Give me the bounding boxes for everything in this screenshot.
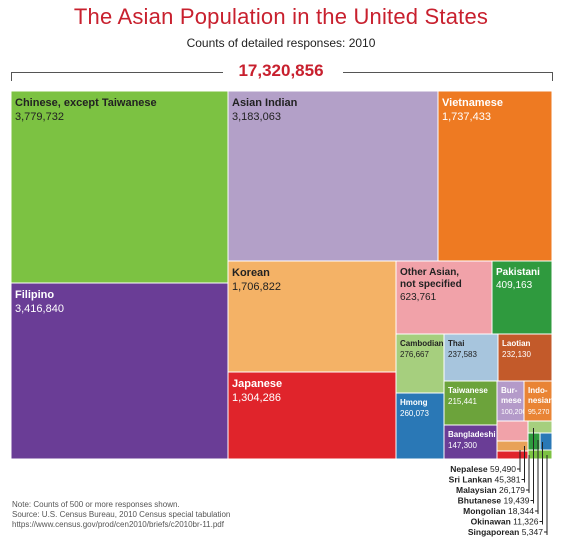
treemap-cell-singaporean bbox=[527, 449, 553, 460]
chart-notes: Note: Counts of 500 or more responses sh… bbox=[12, 500, 312, 530]
total-bracket-left-tick bbox=[11, 72, 12, 81]
treemap-cell-hmong bbox=[395, 392, 445, 460]
treemap-label-hmong: Hmong bbox=[400, 398, 428, 407]
treemap-value-asian-indian: 3,183,063 bbox=[232, 111, 281, 123]
treemap-cell-laotian bbox=[497, 333, 553, 382]
note-line: Source: U.S. Census Bureau, 2010 Census … bbox=[12, 510, 231, 519]
treemap-value-cambodian: 276,667 bbox=[400, 350, 429, 359]
callout-label-malaysian: Malaysian 26,179 bbox=[456, 485, 525, 495]
treemap-label-vietnamese: Vietnamese bbox=[442, 97, 503, 109]
treemap-value-indonesian: 95,270 bbox=[528, 409, 550, 416]
treemap-label-pakistani: Pakistani bbox=[496, 267, 540, 278]
treemap-label-bangladeshi: Bangladeshi bbox=[448, 430, 496, 439]
treemap-label-taiwanese: Taiwanese bbox=[448, 386, 488, 395]
chart-subtitle: Counts of detailed responses: 2010 bbox=[186, 36, 376, 50]
treemap-label-indonesian: Indo- bbox=[528, 386, 548, 395]
treemap-label-thai: Thai bbox=[448, 339, 464, 348]
callout-label-sri-lankan: Sri Lankan 45,381 bbox=[449, 475, 521, 485]
treemap-value-other-asian-not-specified: 623,761 bbox=[400, 292, 437, 303]
total-bracket-right-tick bbox=[552, 72, 553, 81]
treemap-label-other-asian-not-specified: not specified bbox=[400, 279, 462, 290]
treemap-cell-asian-indian bbox=[227, 90, 439, 262]
treemap-value-thai: 237,583 bbox=[448, 350, 477, 359]
treemap-cell-bangladeshi bbox=[443, 424, 498, 460]
treemap-cell-nepalese bbox=[496, 420, 529, 442]
treemap-cell-japanese bbox=[227, 371, 397, 460]
treemap-label-chinese-except-taiwanese: Chinese, except Taiwanese bbox=[15, 97, 157, 109]
treemap-value-chinese-except-taiwanese: 3,779,732 bbox=[15, 111, 64, 123]
callout-label-okinawan: Okinawan 11,326 bbox=[471, 517, 539, 527]
treemap-label-indonesian: nesian bbox=[528, 396, 553, 405]
treemap-label-filipino: Filipino bbox=[15, 289, 54, 301]
treemap-cell-bhutanese bbox=[527, 420, 553, 434]
treemap-cell-vietnamese bbox=[437, 90, 553, 262]
treemap-label-korean: Korean bbox=[232, 267, 270, 279]
treemap-value-vietnamese: 1,737,433 bbox=[442, 111, 491, 123]
treemap-label-asian-indian: Asian Indian bbox=[232, 97, 298, 109]
note-line: Note: Counts of 500 or more responses sh… bbox=[12, 500, 180, 509]
treemap-cell-malaysian bbox=[496, 450, 529, 460]
treemap-value-filipino: 3,416,840 bbox=[15, 303, 64, 315]
treemap-label-laotian: Laotian bbox=[502, 339, 531, 348]
treemap-value-korean: 1,706,822 bbox=[232, 281, 281, 293]
treemap-value-hmong: 260,073 bbox=[400, 409, 429, 418]
treemap-cell-korean bbox=[227, 260, 397, 373]
treemap-label-burmese: mese bbox=[501, 396, 522, 405]
treemap-value-pakistani: 409,163 bbox=[496, 280, 533, 291]
note-line: https://www.census.gov/prod/cen2010/brie… bbox=[12, 520, 224, 529]
callout-label-singaporean: Singaporean 5,347 bbox=[468, 527, 543, 537]
treemap-value-taiwanese: 215,441 bbox=[448, 397, 477, 406]
total-count: 17,320,856 bbox=[238, 61, 324, 80]
treemap-cell-okinawan bbox=[539, 432, 553, 451]
treemap-value-bangladeshi: 147,300 bbox=[448, 441, 477, 450]
total-bracket-left bbox=[11, 72, 223, 73]
callout-label-nepalese: Nepalese 59,490 bbox=[450, 464, 516, 474]
treemap-label-burmese: Bur- bbox=[501, 386, 518, 395]
treemap-value-laotian: 232,130 bbox=[502, 350, 531, 359]
callout-label-mongolian: Mongolian 18,344 bbox=[463, 506, 534, 516]
total-bracket-right bbox=[343, 72, 552, 73]
treemap-label-other-asian-not-specified: Other Asian, bbox=[400, 267, 459, 278]
callout-label-bhutanese: Bhutanese 19,439 bbox=[458, 496, 530, 506]
chart-title: The Asian Population in the United State… bbox=[73, 4, 489, 29]
treemap-label-japanese: Japanese bbox=[232, 378, 282, 390]
treemap-label-cambodian: Cambodian bbox=[400, 339, 444, 348]
treemap-cell-filipino bbox=[10, 282, 229, 460]
treemap-value-japanese: 1,304,286 bbox=[232, 392, 281, 404]
treemap-cell-sri-lankan bbox=[496, 440, 529, 452]
treemap-value-burmese: 100,200 bbox=[501, 409, 526, 416]
